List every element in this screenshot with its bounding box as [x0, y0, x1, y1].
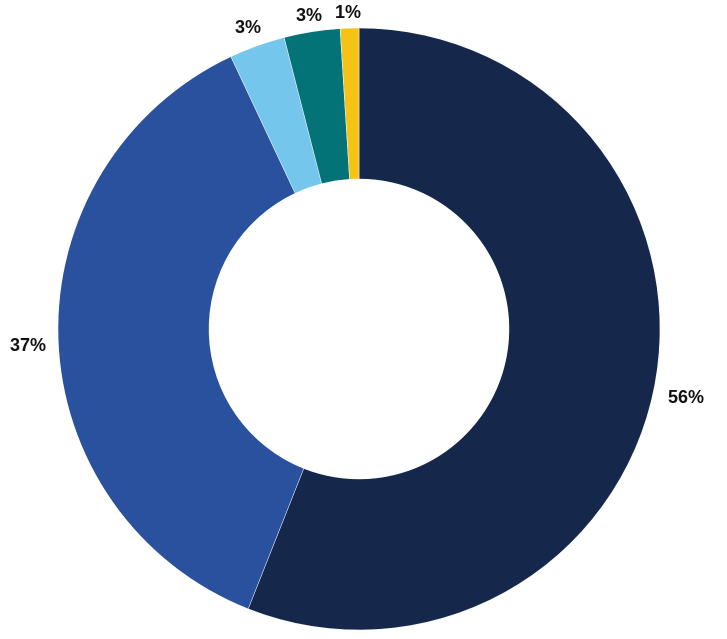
slice-label-4: 3%: [296, 5, 322, 25]
slice-label-5: 1%: [335, 2, 361, 22]
slice-2: [57, 56, 305, 610]
slice-group: [57, 27, 661, 631]
slice-1: [247, 27, 661, 631]
slice-label-2: 37%: [10, 335, 46, 355]
label-group: 56% 37% 3% 3% 1%: [10, 2, 704, 407]
slice-5: [339, 27, 360, 180]
slice-label-1: 56%: [668, 387, 704, 407]
slice-label-3: 3%: [235, 17, 261, 37]
